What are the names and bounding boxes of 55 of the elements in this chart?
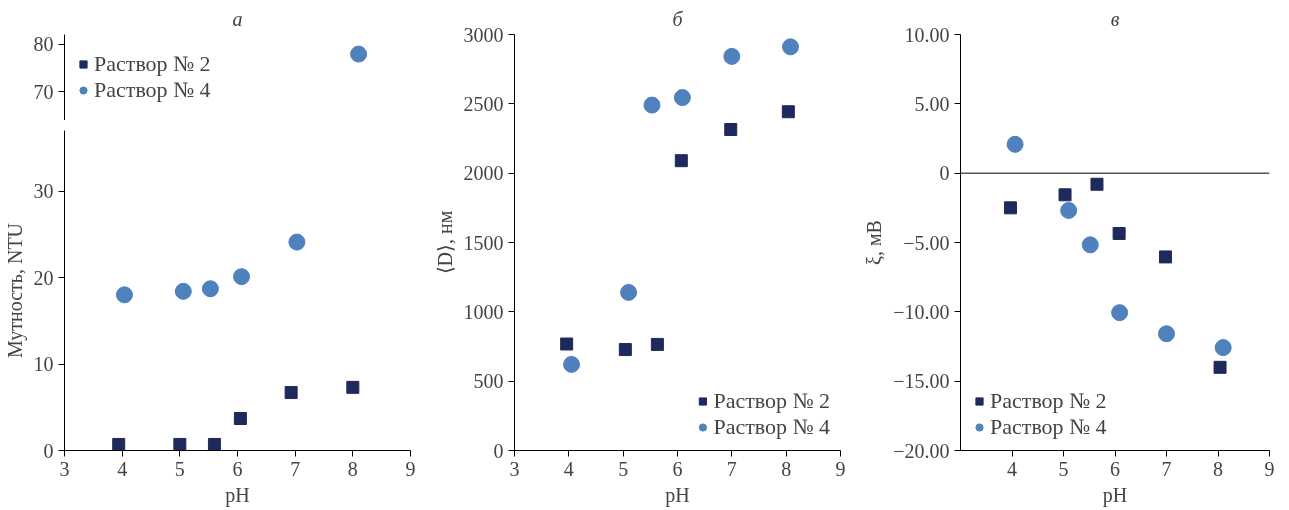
y-axis-title: Мутность, NTU: [3, 222, 27, 359]
x-tick-label: 7: [290, 457, 301, 480]
x-tick-label: 8: [1213, 457, 1223, 480]
x-tick-label: 5: [174, 457, 185, 480]
y-tick-label: 10.00: [904, 23, 950, 46]
y-tick-label: 10: [33, 353, 54, 376]
legend-label: Раствор № 2: [990, 388, 1107, 414]
x-tick-label: 6: [672, 457, 683, 480]
y-tick-label: 1500: [463, 231, 504, 254]
legend-label: Раствор № 4: [990, 414, 1107, 440]
y-tick-label: 0: [939, 162, 950, 185]
x-axis-title: pH: [665, 483, 690, 507]
x-tick-label: 9: [1264, 457, 1275, 480]
y-axis-title: ξ, мВ: [863, 220, 886, 265]
y-tick-label: 70: [33, 80, 54, 103]
y-tick-label: 80: [33, 33, 54, 56]
x-tick-label: 7: [726, 457, 737, 480]
x-tick-label: 4: [1007, 457, 1017, 480]
x-tick-label: 4: [117, 457, 128, 480]
y-tick-label: 2000: [463, 162, 504, 185]
x-tick-label: 6: [1110, 457, 1120, 480]
y-tick-label: 0: [493, 439, 504, 462]
x-tick-label: 3: [509, 457, 520, 480]
y-tick-label: 30: [33, 180, 54, 203]
x-tick-label: 8: [347, 457, 358, 480]
y-tick-label: −10.00: [893, 300, 950, 323]
y-tick-label: 3000: [463, 23, 504, 46]
x-tick-label: 9: [835, 457, 846, 480]
legend-label: Раствор № 4: [94, 77, 211, 103]
x-tick-label: 4: [563, 457, 574, 480]
x-tick-label: 5: [618, 457, 629, 480]
chart-title: а: [232, 7, 243, 30]
y-tick-label: 20: [33, 266, 54, 289]
x-tick-label: 9: [405, 457, 416, 480]
x-tick-label: 6: [232, 457, 243, 480]
chart-title: б: [672, 7, 684, 30]
legend-label: Раствор № 2: [713, 388, 830, 414]
x-tick-label: 5: [1058, 457, 1069, 480]
x-tick-label: 8: [781, 457, 792, 480]
y-tick-label: −5.00: [903, 231, 950, 254]
y-tick-label: −15.00: [893, 370, 950, 393]
legend-label: Раствор № 2: [94, 51, 211, 77]
y-axis-title: ⟨D⟩, нм: [433, 210, 456, 275]
y-tick-label: 5.00: [914, 92, 950, 115]
x-tick-label: 7: [1161, 457, 1172, 480]
y-tick-label: 1000: [463, 300, 504, 323]
y-tick-label: 0: [43, 439, 54, 462]
x-axis-title: pH: [225, 483, 250, 507]
y-tick-label: 500: [473, 370, 504, 393]
x-tick-label: 3: [59, 457, 70, 480]
legend-label: Раствор № 4: [713, 414, 830, 440]
y-tick-label: −20.00: [893, 439, 950, 462]
x-axis-title: pH: [1102, 483, 1128, 507]
chart-title: в: [1110, 7, 1120, 30]
y-tick-label: 2500: [463, 92, 504, 115]
